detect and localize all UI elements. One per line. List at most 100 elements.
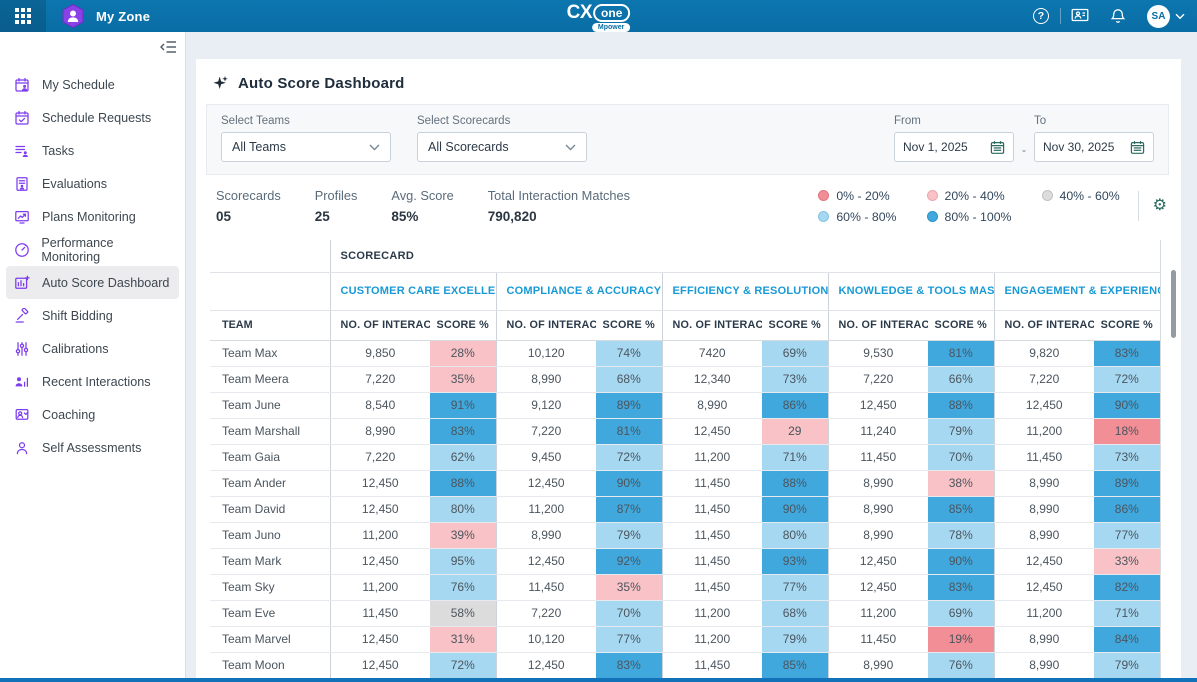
sidebar: My Schedule Schedule Requests Tasks Evaluat… — [0, 32, 186, 678]
legend-item-20-40[interactable]: 20% - 40% — [926, 188, 1012, 203]
sidebar-item-evaluations[interactable]: Evaluations — [6, 167, 179, 200]
stat-label: Profiles — [314, 188, 358, 203]
legend-item-60-80[interactable]: 60% - 80% — [818, 210, 897, 224]
vertical-scrollbar[interactable] — [1171, 270, 1176, 338]
avatar[interactable]: SA — [1147, 4, 1170, 28]
team-column-header: TEAM — [210, 310, 331, 341]
interactions-cell: 8,990 — [827, 496, 928, 523]
score-chart-icon — [14, 275, 31, 291]
sidebar-item-calibrations[interactable]: Calibrations — [6, 332, 179, 365]
interactions-cell: 9,120 — [495, 392, 596, 419]
interactions-cell: 8,990 — [993, 496, 1094, 523]
score-cell: 58% — [430, 600, 496, 627]
interactions-cell: 11,450 — [495, 574, 596, 601]
collapse-sidebar-icon[interactable] — [160, 40, 177, 54]
score-cell: 38% — [928, 470, 994, 497]
sidebar-item-plans-monitoring[interactable]: Plans Monitoring — [6, 200, 179, 233]
evaluation-doc-icon — [14, 176, 31, 192]
team-link[interactable]: Team Max — [210, 340, 331, 367]
score-column-header: SCORE % — [928, 310, 994, 341]
interactions-cell: 8,990 — [329, 418, 430, 445]
monitor-chart-icon — [14, 209, 31, 225]
help-icon[interactable]: ? — [1022, 0, 1060, 32]
sidebar-item-coaching[interactable]: Coaching — [6, 398, 179, 431]
legend-item-80-100[interactable]: 80% - 100% — [926, 210, 1012, 224]
score-column-header: SCORE % — [1094, 310, 1161, 341]
interactions-cell: 11,200 — [661, 444, 762, 471]
legend-label: 20% - 40% — [944, 188, 1005, 203]
task-list-icon — [14, 143, 31, 159]
scorecards-select[interactable]: All Scorecards — [417, 132, 587, 162]
interactions-cell: 9,450 — [495, 444, 596, 471]
interactions-cell: 11,240 — [827, 418, 928, 445]
team-link[interactable]: Team June — [210, 392, 331, 419]
interactions-cell: 11,450 — [661, 574, 762, 601]
teams-filter-label: Select Teams — [221, 115, 290, 127]
to-date-label: To — [1034, 115, 1047, 127]
bell-icon[interactable] — [1099, 0, 1137, 32]
sidebar-item-self-assessments[interactable]: Self Assessments — [6, 431, 179, 464]
to-date-field[interactable]: Nov 30, 2025 — [1034, 132, 1154, 162]
team-link[interactable]: Team Mark — [210, 548, 331, 575]
cxone-logo-mpower: Mpower — [591, 23, 631, 32]
waffle-grid-icon — [15, 8, 31, 24]
screen-share-icon[interactable] — [1061, 0, 1099, 32]
calendar-icon — [990, 140, 1005, 154]
interactions-cell: 8,990 — [993, 470, 1094, 497]
team-link[interactable]: Team Juno — [210, 522, 331, 549]
score-cell: 90% — [596, 470, 662, 497]
interactions-cell: 12,450 — [661, 418, 762, 445]
sidebar-item-shift-bidding[interactable]: Shift Bidding — [6, 299, 179, 332]
table-blank-cell — [210, 272, 331, 311]
sidebar-item-label: Auto Score Dashboard — [42, 275, 170, 290]
sidebar-item-my-schedule[interactable]: My Schedule — [6, 68, 179, 101]
score-cell: 83% — [1094, 340, 1161, 367]
interactions-cell: 11,450 — [827, 444, 928, 471]
legend-item-0-20[interactable]: 0% - 20% — [818, 189, 896, 203]
team-link[interactable]: Team Eve — [210, 600, 331, 627]
app-launcher-button[interactable] — [0, 0, 46, 32]
score-cell: 77% — [1094, 522, 1161, 549]
team-link[interactable]: Team Moon — [210, 652, 331, 679]
legend-label: 0% - 20% — [836, 188, 890, 203]
scorecards-select-value: All Scorecards — [428, 140, 509, 154]
from-date-field[interactable]: Nov 1, 2025 — [894, 132, 1014, 162]
sidebar-item-tasks[interactable]: Tasks — [6, 134, 179, 167]
score-cell: 70% — [596, 600, 662, 627]
sidebar-item-recent-interactions[interactable]: Recent Interactions — [6, 365, 179, 398]
interactions-cell: 11,450 — [661, 548, 762, 575]
score-cell: 91% — [430, 392, 496, 419]
team-link[interactable]: Team Marvel — [210, 626, 331, 653]
team-link[interactable]: Team Meera — [210, 366, 331, 393]
sidebar-item-performance-monitoring[interactable]: Performance Monitoring — [6, 233, 179, 266]
interactions-column-header: NO. OF INTERACTI... — [827, 310, 928, 341]
interactions-cell: 8,990 — [993, 522, 1094, 549]
team-link[interactable]: Team David — [210, 496, 331, 523]
score-cell: 90% — [1094, 392, 1161, 419]
chevron-down-icon — [565, 144, 576, 150]
team-link[interactable]: Team Ander — [210, 470, 331, 497]
sidebar-item-schedule-requests[interactable]: Schedule Requests — [6, 101, 179, 134]
interactions-cell: 11,450 — [661, 470, 762, 497]
team-link[interactable]: Team Gaia — [210, 444, 331, 471]
interactions-cell: 12,450 — [993, 574, 1094, 601]
main-area: Auto Score Dashboard Select Teams All Te… — [187, 32, 1197, 682]
table-row: Team Meera 7,220 35% 8,990 68% 12,340 73% 7,220… — [210, 366, 1161, 393]
interactions-cell: 12,450 — [827, 392, 928, 419]
team-link[interactable]: Team Sky — [210, 574, 331, 601]
legend-item-40-60[interactable]: 40% - 60% — [1041, 189, 1120, 203]
interactions-cell: 8,990 — [495, 522, 596, 549]
table-corner-cell — [210, 240, 331, 273]
score-cell: 39% — [430, 522, 496, 549]
to-date-value: Nov 30, 2025 — [1043, 140, 1115, 154]
stat-total-interaction-matches: Total Interaction Matches 790,820 — [488, 188, 630, 224]
teams-select[interactable]: All Teams — [221, 132, 391, 162]
gear-icon[interactable]: ⚙ — [1152, 197, 1167, 214]
chevron-down-icon[interactable] — [1175, 13, 1185, 20]
interactions-cell: 8,990 — [827, 652, 928, 679]
score-cell: 93% — [762, 548, 828, 575]
score-cell: 88% — [430, 470, 496, 497]
team-link[interactable]: Team Marshall — [210, 418, 331, 445]
sidebar-item-auto-score-dashboard[interactable]: Auto Score Dashboard — [6, 266, 179, 299]
